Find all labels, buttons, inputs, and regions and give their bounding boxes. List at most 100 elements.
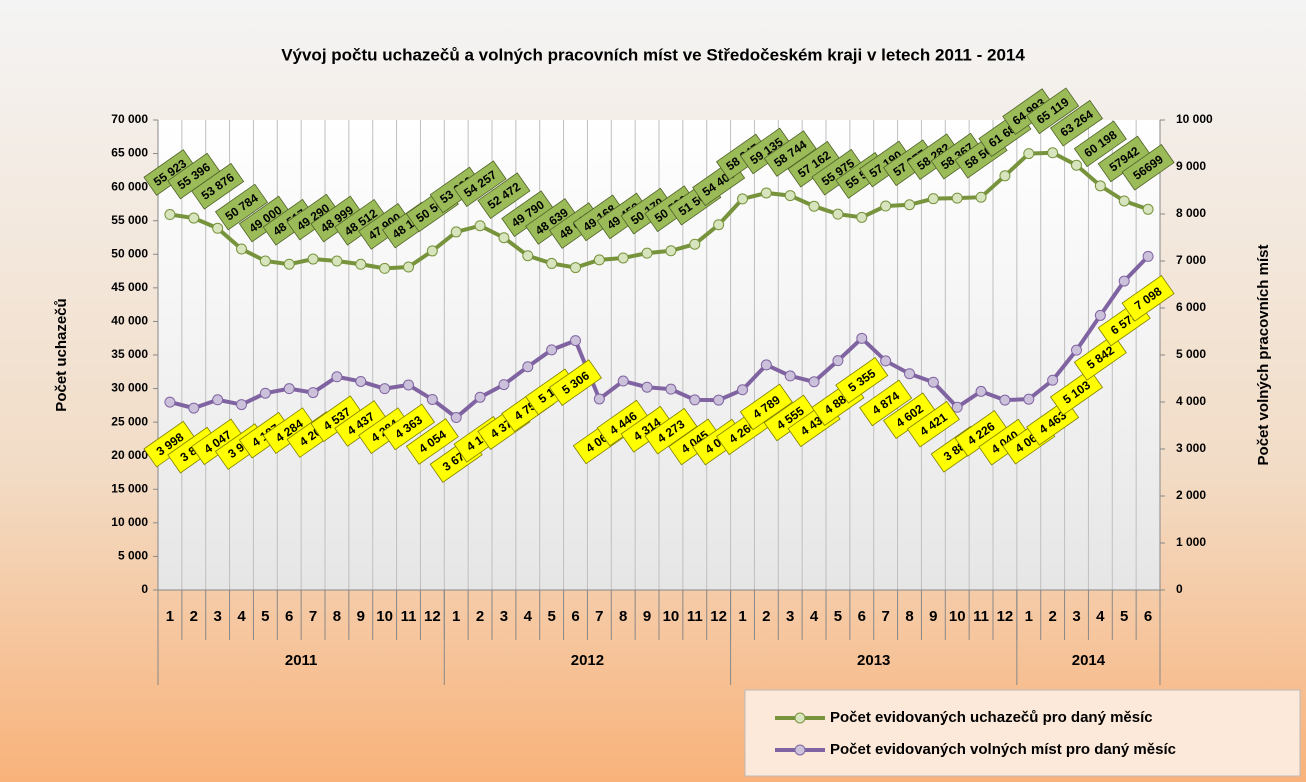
point <box>593 254 605 266</box>
x-tick-label: 6 <box>285 608 293 625</box>
y2-tick-label: 10 000 <box>1176 112 1213 126</box>
y-tick-label: 5 000 <box>118 549 148 563</box>
point <box>641 381 653 393</box>
point <box>713 219 725 231</box>
data-label-box <box>381 403 436 451</box>
point <box>1094 309 1106 321</box>
point <box>689 394 701 406</box>
point <box>283 383 295 395</box>
x-tick-label: 5 <box>547 608 555 625</box>
data-label-box <box>1049 99 1104 147</box>
data-label-box <box>1073 334 1127 381</box>
point <box>1118 275 1130 287</box>
point <box>617 375 629 387</box>
x-tick-label: 3 <box>786 608 794 625</box>
x-tick-label: 12 <box>710 608 727 625</box>
y-tick-label: 60 000 <box>111 179 148 193</box>
point <box>951 192 963 204</box>
point <box>927 376 939 388</box>
point <box>355 375 367 387</box>
y2-tick-label: 1 000 <box>1176 535 1206 549</box>
point <box>975 191 987 203</box>
point <box>259 255 271 267</box>
point <box>426 245 438 257</box>
x-tick-label: 11 <box>973 608 989 625</box>
x-tick-label: 5 <box>1120 608 1128 625</box>
point <box>570 335 581 347</box>
data-label-box <box>548 359 603 406</box>
y-tick-label: 45 000 <box>111 280 148 294</box>
y-tick-label: 40 000 <box>111 314 148 328</box>
point <box>188 212 200 224</box>
x-tick-label: 9 <box>643 608 651 625</box>
x-tick-label: 10 <box>376 608 393 625</box>
y2-tick-label: 7 000 <box>1176 253 1206 267</box>
y-tick-label: 55 000 <box>111 213 148 227</box>
x-tick-label: 4 <box>810 608 819 625</box>
x-tick-label: 5 <box>261 608 269 625</box>
chart-title: Vývoj počtu uchazečů a volných pracovníc… <box>281 45 1025 64</box>
x-tick-label: 10 <box>663 608 680 625</box>
point <box>283 258 295 270</box>
data-label-box <box>1121 143 1175 191</box>
point <box>641 247 653 259</box>
y-tick-label: 0 <box>141 582 148 596</box>
y-tick-label: 70 000 <box>111 112 148 126</box>
x-tick-label: 3 <box>213 608 221 625</box>
data-label-box <box>906 400 960 448</box>
x-tick-label: 10 <box>949 608 966 625</box>
data-label-box <box>739 383 793 431</box>
point <box>975 385 987 397</box>
point <box>832 208 844 220</box>
x-tick-label: 12 <box>997 608 1014 625</box>
y2-axis-title: Počet volných pracovních míst <box>1255 245 1272 466</box>
point <box>904 368 915 380</box>
point <box>403 379 414 391</box>
point <box>212 222 224 234</box>
y2-tick-label: 3 000 <box>1176 441 1206 455</box>
point <box>331 255 343 267</box>
y-tick-label: 50 000 <box>111 246 148 260</box>
x-tick-label: 8 <box>619 608 627 625</box>
y-axis-title: Počet uchazečů <box>53 298 70 411</box>
point <box>1071 159 1082 171</box>
x-tick-label: 8 <box>333 608 341 625</box>
point <box>593 393 605 405</box>
x-tick-label: 2 <box>762 608 770 625</box>
point <box>832 355 844 367</box>
point <box>1118 195 1130 207</box>
point <box>1047 147 1059 159</box>
point <box>1071 344 1082 356</box>
point <box>1023 148 1035 160</box>
point <box>474 220 486 232</box>
point <box>1023 393 1035 405</box>
year-label: 2014 <box>1072 652 1106 669</box>
point <box>665 245 677 257</box>
point <box>164 396 176 408</box>
point <box>1142 250 1154 262</box>
y2-tick-label: 2 000 <box>1176 488 1206 502</box>
y-tick-label: 35 000 <box>111 347 148 361</box>
point <box>784 370 796 382</box>
legend-label: Počet evidovaných uchazečů pro daný měsí… <box>830 709 1153 726</box>
point <box>880 355 892 367</box>
point <box>212 394 224 406</box>
point <box>379 262 391 274</box>
point <box>737 193 748 205</box>
data-label-box <box>644 407 698 455</box>
data-label-box <box>1073 120 1127 168</box>
x-tick-label: 9 <box>357 608 365 625</box>
x-tick-label: 7 <box>595 608 603 625</box>
point <box>498 232 510 244</box>
x-tick-label: 6 <box>858 608 866 625</box>
point <box>808 200 820 212</box>
data-label-box <box>1049 368 1104 416</box>
point <box>236 243 247 255</box>
point <box>450 226 462 238</box>
x-tick-label: 3 <box>1072 608 1080 625</box>
point <box>856 211 868 223</box>
point <box>808 376 820 388</box>
y2-tick-label: 9 000 <box>1176 159 1206 173</box>
x-tick-label: 4 <box>524 608 533 625</box>
